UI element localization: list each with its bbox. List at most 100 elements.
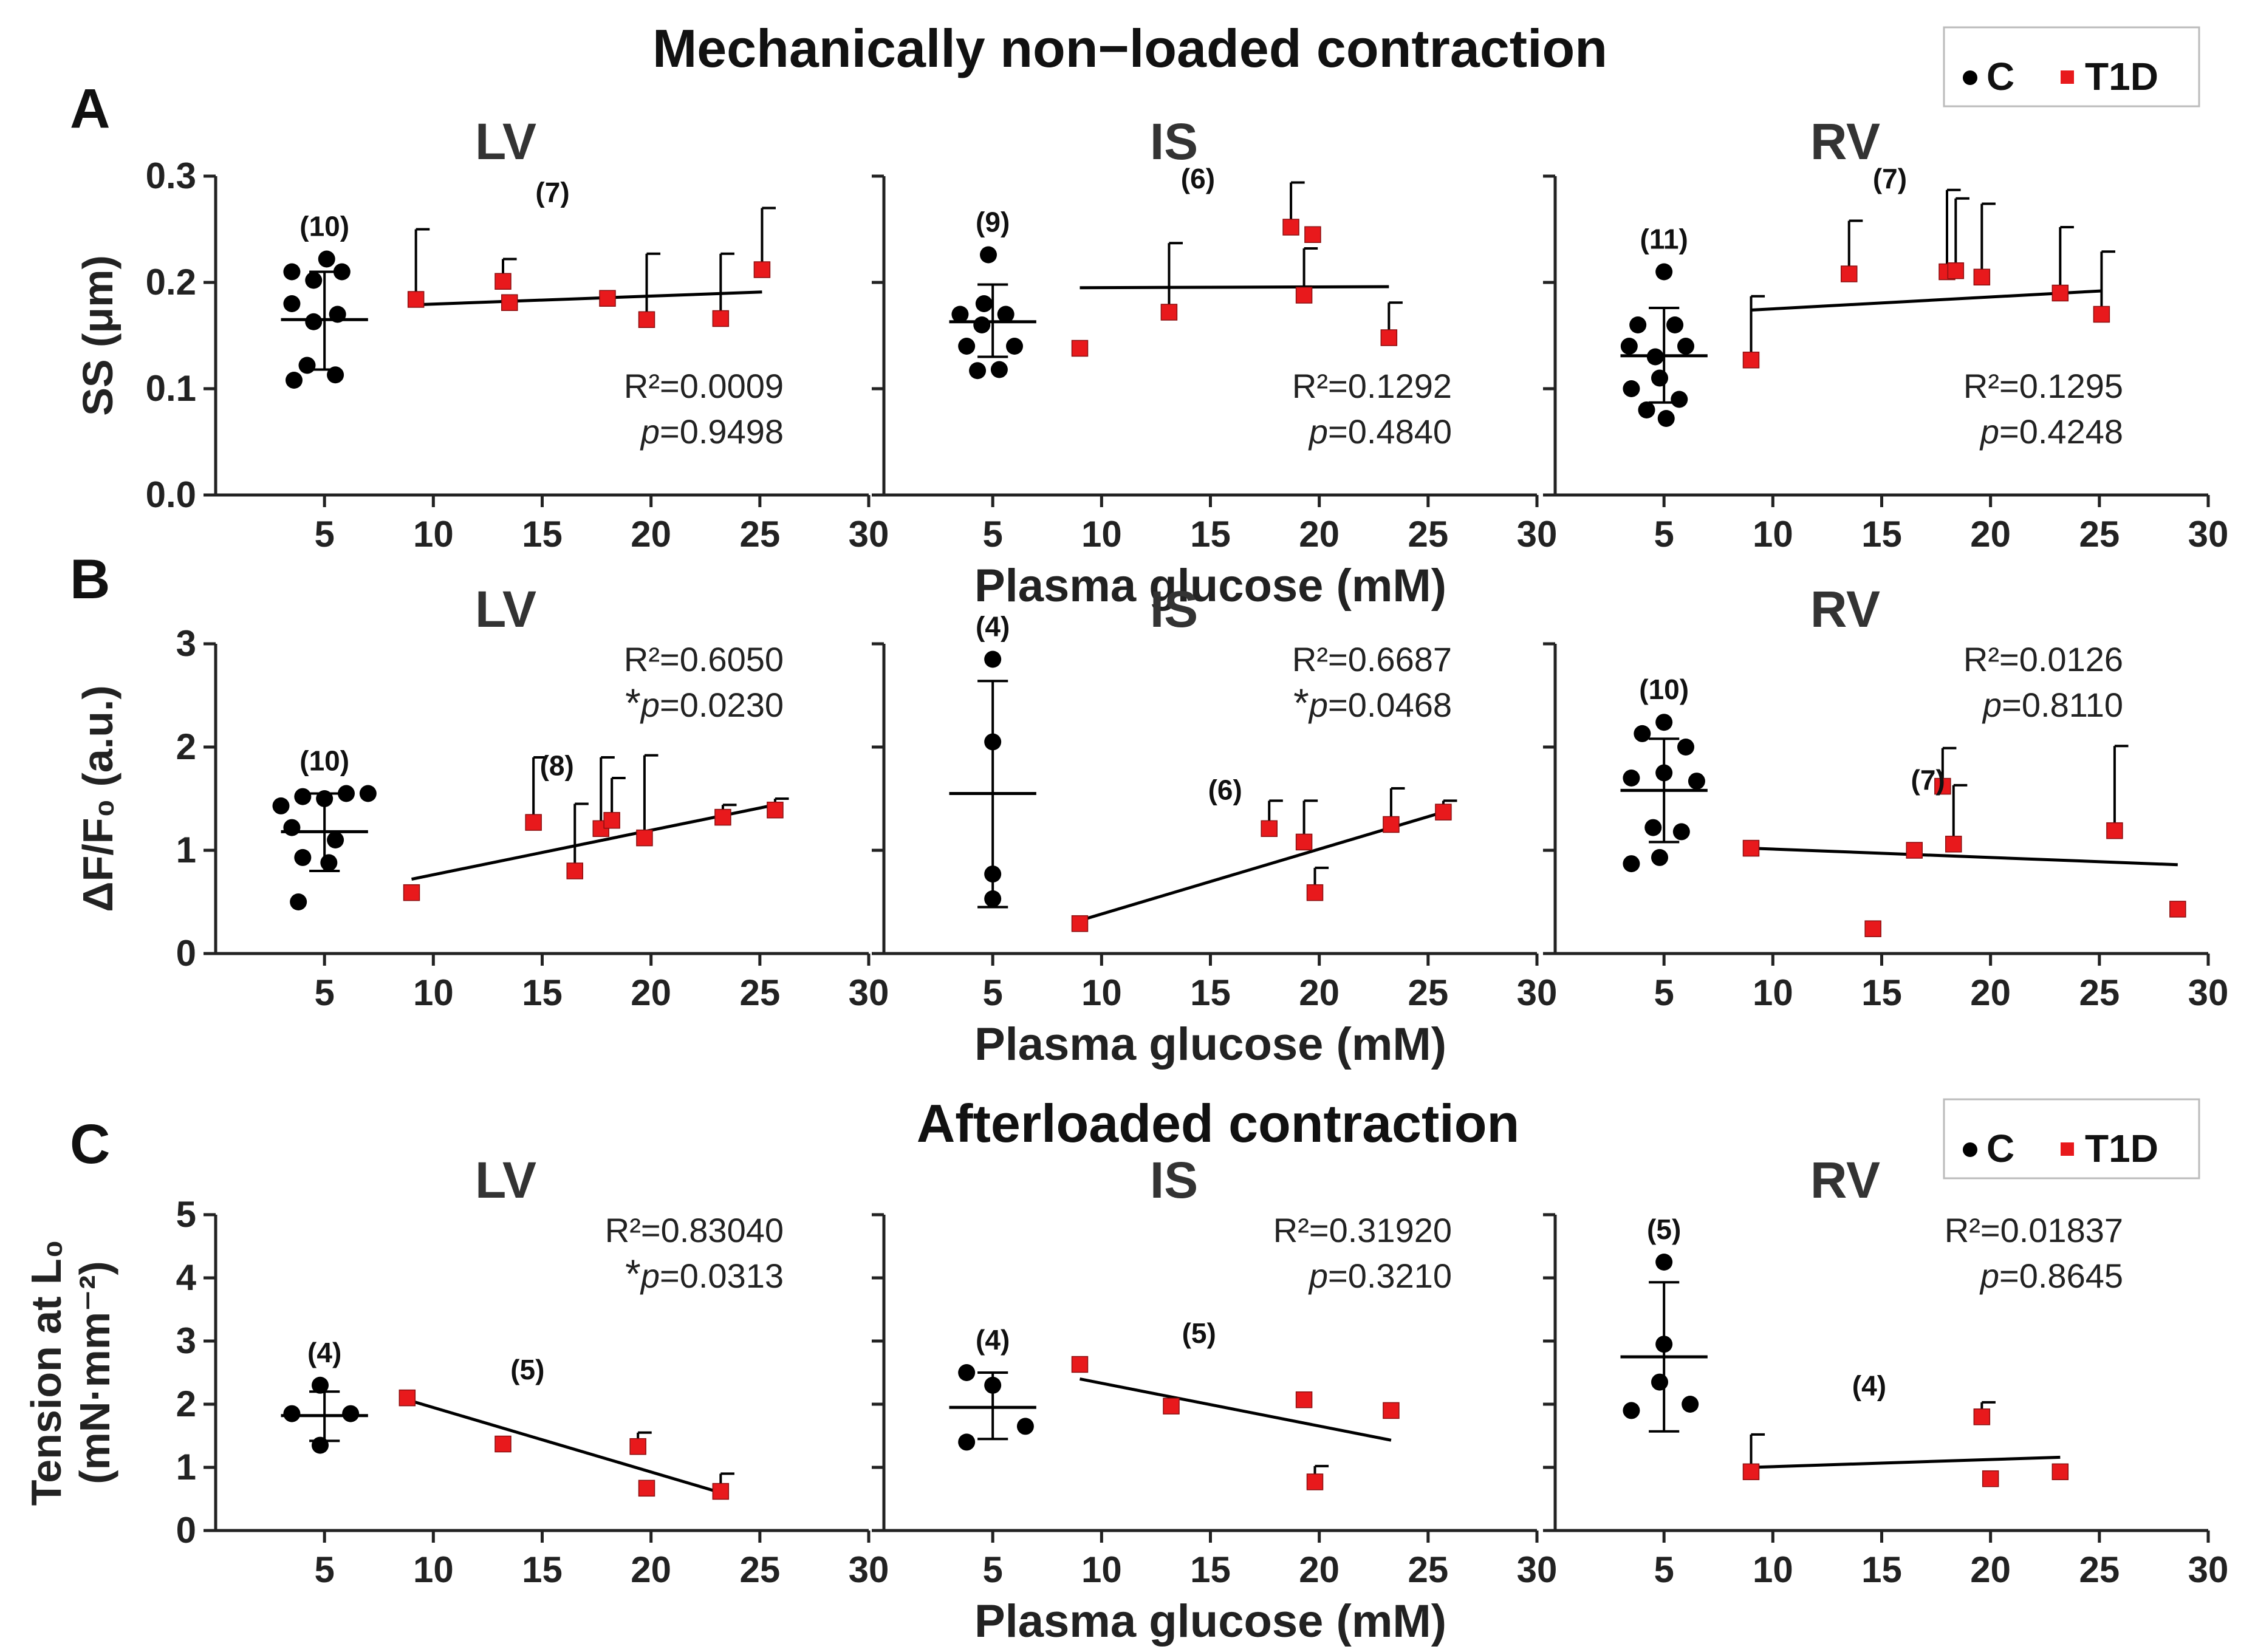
y-tick-label: 0.0 [146, 474, 196, 515]
y-tick-label: 0 [176, 933, 196, 974]
legend-t1d-marker-icon [2061, 70, 2074, 84]
x-tick-label: 15 [1861, 972, 1902, 1013]
control-point [333, 263, 351, 281]
x-tick-label: 5 [1654, 972, 1674, 1013]
control-point [973, 316, 991, 333]
x-tick-label: 25 [1408, 514, 1448, 555]
t1d-point [566, 862, 583, 879]
t1d-point [1295, 1391, 1313, 1408]
section-title-non-loaded: Mechanically non−loaded contraction [652, 18, 1607, 78]
control-point [1688, 773, 1705, 790]
t1d-point [1160, 304, 1178, 321]
y-axis-label-units: (mN·mm⁻²) [71, 1261, 118, 1484]
control-point [359, 785, 377, 802]
x-tick-label: 20 [1970, 972, 2011, 1013]
t1d-n-label: (4) [1852, 1370, 1886, 1402]
y-tick-label: 3 [176, 623, 196, 664]
t1d-point [2051, 284, 2069, 302]
control-point [272, 797, 290, 814]
x-tick-label: 10 [413, 972, 454, 1013]
t1d-point [638, 1480, 655, 1497]
x-tick-label: 5 [314, 514, 334, 555]
t1d-point [2106, 822, 2123, 839]
control-point [294, 788, 312, 805]
t1d-point [712, 310, 730, 327]
x-tick-label: 20 [1970, 514, 2011, 555]
control-point [1651, 1373, 1668, 1391]
panel-title: RV [1810, 113, 1880, 170]
x-tick-label: 15 [522, 972, 563, 1013]
t1d-point [494, 1435, 512, 1453]
p-symbol: p [1308, 686, 1328, 724]
control-n-label: (4) [976, 611, 1010, 643]
control-point [312, 1376, 329, 1394]
control-point [984, 890, 1002, 907]
y-tick-label: 3 [176, 1320, 196, 1361]
control-n-label: (4) [307, 1337, 341, 1368]
t1d-point [1071, 340, 1089, 357]
t1d-n-label: (5) [510, 1354, 544, 1385]
control-point [1677, 739, 1694, 756]
x-tick-label: 25 [2079, 1549, 2120, 1590]
t1d-point [1864, 920, 1881, 937]
y-tick-label: 4 [176, 1257, 197, 1298]
r-squared-label: R²=0.6687 [1292, 640, 1452, 678]
control-point [327, 831, 344, 848]
t1d-n-label: (6) [1181, 163, 1215, 194]
panel-b-rv: 5 10 15 20 25 30 RV (10) (7) R²=0.0126 p=0.8110 [1543, 581, 2228, 1013]
panel-title: IS [1150, 1152, 1198, 1209]
t1d-n-label: (6) [1208, 774, 1242, 805]
t1d-point [494, 273, 512, 290]
control-point [1620, 338, 1638, 355]
control-n-label: (5) [1647, 1213, 1681, 1245]
control-n-label: (4) [976, 1324, 1010, 1356]
x-tick-label: 20 [1299, 972, 1340, 1013]
legend-control-label: C [1986, 55, 2014, 98]
control-point [990, 361, 1008, 378]
regression-line [1080, 285, 1389, 290]
regression-line [1080, 1377, 1392, 1442]
x-tick-label: 20 [631, 514, 671, 555]
control-point [320, 854, 338, 872]
r-squared-label: R²=0.83040 [605, 1211, 784, 1249]
p-value: =0.0313 [660, 1257, 784, 1295]
x-tick-label: 10 [1081, 514, 1122, 555]
control-point [1677, 338, 1694, 355]
control-n-label: (10) [299, 745, 349, 777]
control-point [1671, 391, 1688, 408]
control-point [1644, 819, 1662, 836]
legend-top: C T1D [1943, 26, 2200, 108]
panel-c-lv: 0 1 2 3 4 5 5 10 15 20 25 30 LV Tension at L₀ (mN·mm⁻²… [22, 1152, 889, 1590]
control-point [1655, 1254, 1673, 1271]
y-tick-label: 5 [176, 1194, 196, 1235]
t1d-point [767, 801, 784, 819]
panel-a-rv: 5 10 15 20 25 30 RV (11) (7) R²=0.1295 p=0.4248 [1543, 113, 2228, 555]
t1d-point [1071, 1356, 1089, 1373]
t1d-point [636, 829, 653, 847]
x-tick-label: 10 [413, 514, 454, 555]
panel-title: IS [1150, 581, 1198, 638]
panel-title: RV [1810, 581, 1880, 638]
t1d-point [603, 811, 620, 829]
control-point [283, 819, 301, 836]
t1d-point [399, 1389, 416, 1407]
t1d-point [714, 808, 731, 826]
control-point [1623, 855, 1640, 873]
control-point [984, 650, 1002, 668]
regression-line [1751, 847, 2178, 867]
y-tick-label: 2 [176, 726, 196, 767]
t1d-n-label: (7) [535, 177, 569, 208]
panel-letter-c: C [70, 1113, 110, 1175]
x-tick-label: 20 [631, 1549, 671, 1590]
x-tick-label: 15 [1190, 972, 1231, 1013]
x-tick-label: 20 [631, 972, 671, 1013]
t1d-point [1841, 265, 1858, 282]
x-tick-label: 30 [849, 514, 889, 555]
x-tick-label: 10 [1081, 972, 1122, 1013]
panel-a-is: 5 10 15 20 25 30 IS Plasma glucose (mM) (9) (6) R²… [872, 113, 1557, 612]
panel-b-is: 5 10 15 20 25 30 IS Plasma glucose (mM) (4) (6) R²… [872, 581, 1557, 1070]
t1d-point [1383, 1402, 1400, 1419]
legend-control-marker-icon [1963, 70, 1977, 85]
r-squared-label: R²=0.1292 [1292, 367, 1452, 405]
